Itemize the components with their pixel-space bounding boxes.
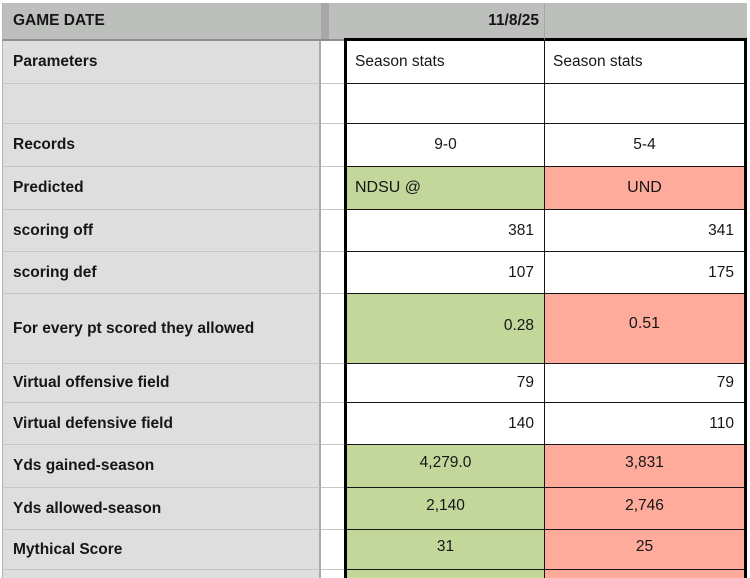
gutter-cell [321, 530, 344, 570]
row-label-clipped [2, 570, 321, 578]
row-label-yds-gained[interactable]: Yds gained-season [2, 445, 321, 488]
gutter-cell [321, 167, 344, 210]
data-cell-mythical-score-team1[interactable]: 31 [344, 530, 545, 570]
data-cell-scoring-off-team1[interactable]: 381 [344, 210, 545, 252]
gutter-cell [321, 294, 344, 364]
data-cell-mythical-score-team2[interactable]: 25 [545, 530, 747, 570]
row-label-empty[interactable] [2, 84, 321, 124]
header-date-cell[interactable]: 11/8/25 [344, 3, 545, 41]
data-cell-yds-gained-team2[interactable]: 3,831 [545, 445, 747, 488]
data-cell-records-team1[interactable]: 9-0 [344, 124, 545, 167]
data-cell-virtual-offense-team2[interactable]: 79 [545, 364, 747, 403]
data-cell-predicted-team2[interactable]: UND [545, 167, 747, 210]
row-label-virtual-defense[interactable]: Virtual defensive field [2, 403, 321, 445]
row-label-yds-allowed[interactable]: Yds allowed-season [2, 488, 321, 530]
row-label-predicted[interactable]: Predicted [2, 167, 321, 210]
row-label-scoring-def[interactable]: scoring def [2, 252, 321, 294]
data-cell-scoring-def-team1[interactable]: 107 [344, 252, 545, 294]
data-cell-empty-team1[interactable] [344, 84, 545, 124]
header-game-date-cell[interactable]: GAME DATE [2, 3, 321, 41]
gutter-cell [321, 403, 344, 445]
gutter-cell [321, 488, 344, 530]
data-cell-clipped-team1 [344, 570, 545, 578]
data-cell-scoring-off-team2[interactable]: 341 [545, 210, 747, 252]
gutter-cell [321, 124, 344, 167]
data-cell-empty-team2[interactable] [545, 84, 747, 124]
row-label-mythical-score[interactable]: Mythical Score [2, 530, 321, 570]
row-label-scoring-off[interactable]: scoring off [2, 210, 321, 252]
data-cell-pts-ratio-team2[interactable]: 0.51 [545, 294, 747, 364]
gutter-cell [321, 210, 344, 252]
data-cell-virtual-defense-team1[interactable]: 140 [344, 403, 545, 445]
gutter-cell [321, 445, 344, 488]
data-cell-predicted-team1[interactable]: NDSU @ [344, 167, 545, 210]
data-cell-clipped-team2 [545, 570, 747, 578]
data-cell-parameters-team2[interactable]: Season stats [545, 41, 747, 84]
gutter-cell [321, 252, 344, 294]
header-gutter-cell [321, 3, 344, 41]
row-label-virtual-offense[interactable]: Virtual offensive field [2, 364, 321, 403]
data-cell-virtual-defense-team2[interactable]: 110 [545, 403, 747, 445]
data-cell-records-team2[interactable]: 5-4 [545, 124, 747, 167]
gutter-cell [321, 364, 344, 403]
header-empty-cell[interactable] [545, 3, 747, 41]
data-cell-virtual-offense-team1[interactable]: 79 [344, 364, 545, 403]
row-label-parameters[interactable]: Parameters [2, 41, 321, 84]
stats-table: GAME DATE 11/8/25 Parameters Season stat… [2, 3, 747, 578]
data-cell-yds-allowed-team1[interactable]: 2,140 [344, 488, 545, 530]
row-label-pts-ratio[interactable]: For every pt scored they allowed [2, 294, 321, 364]
data-cell-parameters-team1[interactable]: Season stats [344, 41, 545, 84]
row-label-records[interactable]: Records [2, 124, 321, 167]
data-cell-pts-ratio-team1[interactable]: 0.28 [344, 294, 545, 364]
gutter-cell [321, 41, 344, 84]
data-cell-scoring-def-team2[interactable]: 175 [545, 252, 747, 294]
data-cell-yds-allowed-team2[interactable]: 2,746 [545, 488, 747, 530]
gutter-cell [321, 570, 344, 578]
data-cell-yds-gained-team1[interactable]: 4,279.0 [344, 445, 545, 488]
gutter-cell [321, 84, 344, 124]
